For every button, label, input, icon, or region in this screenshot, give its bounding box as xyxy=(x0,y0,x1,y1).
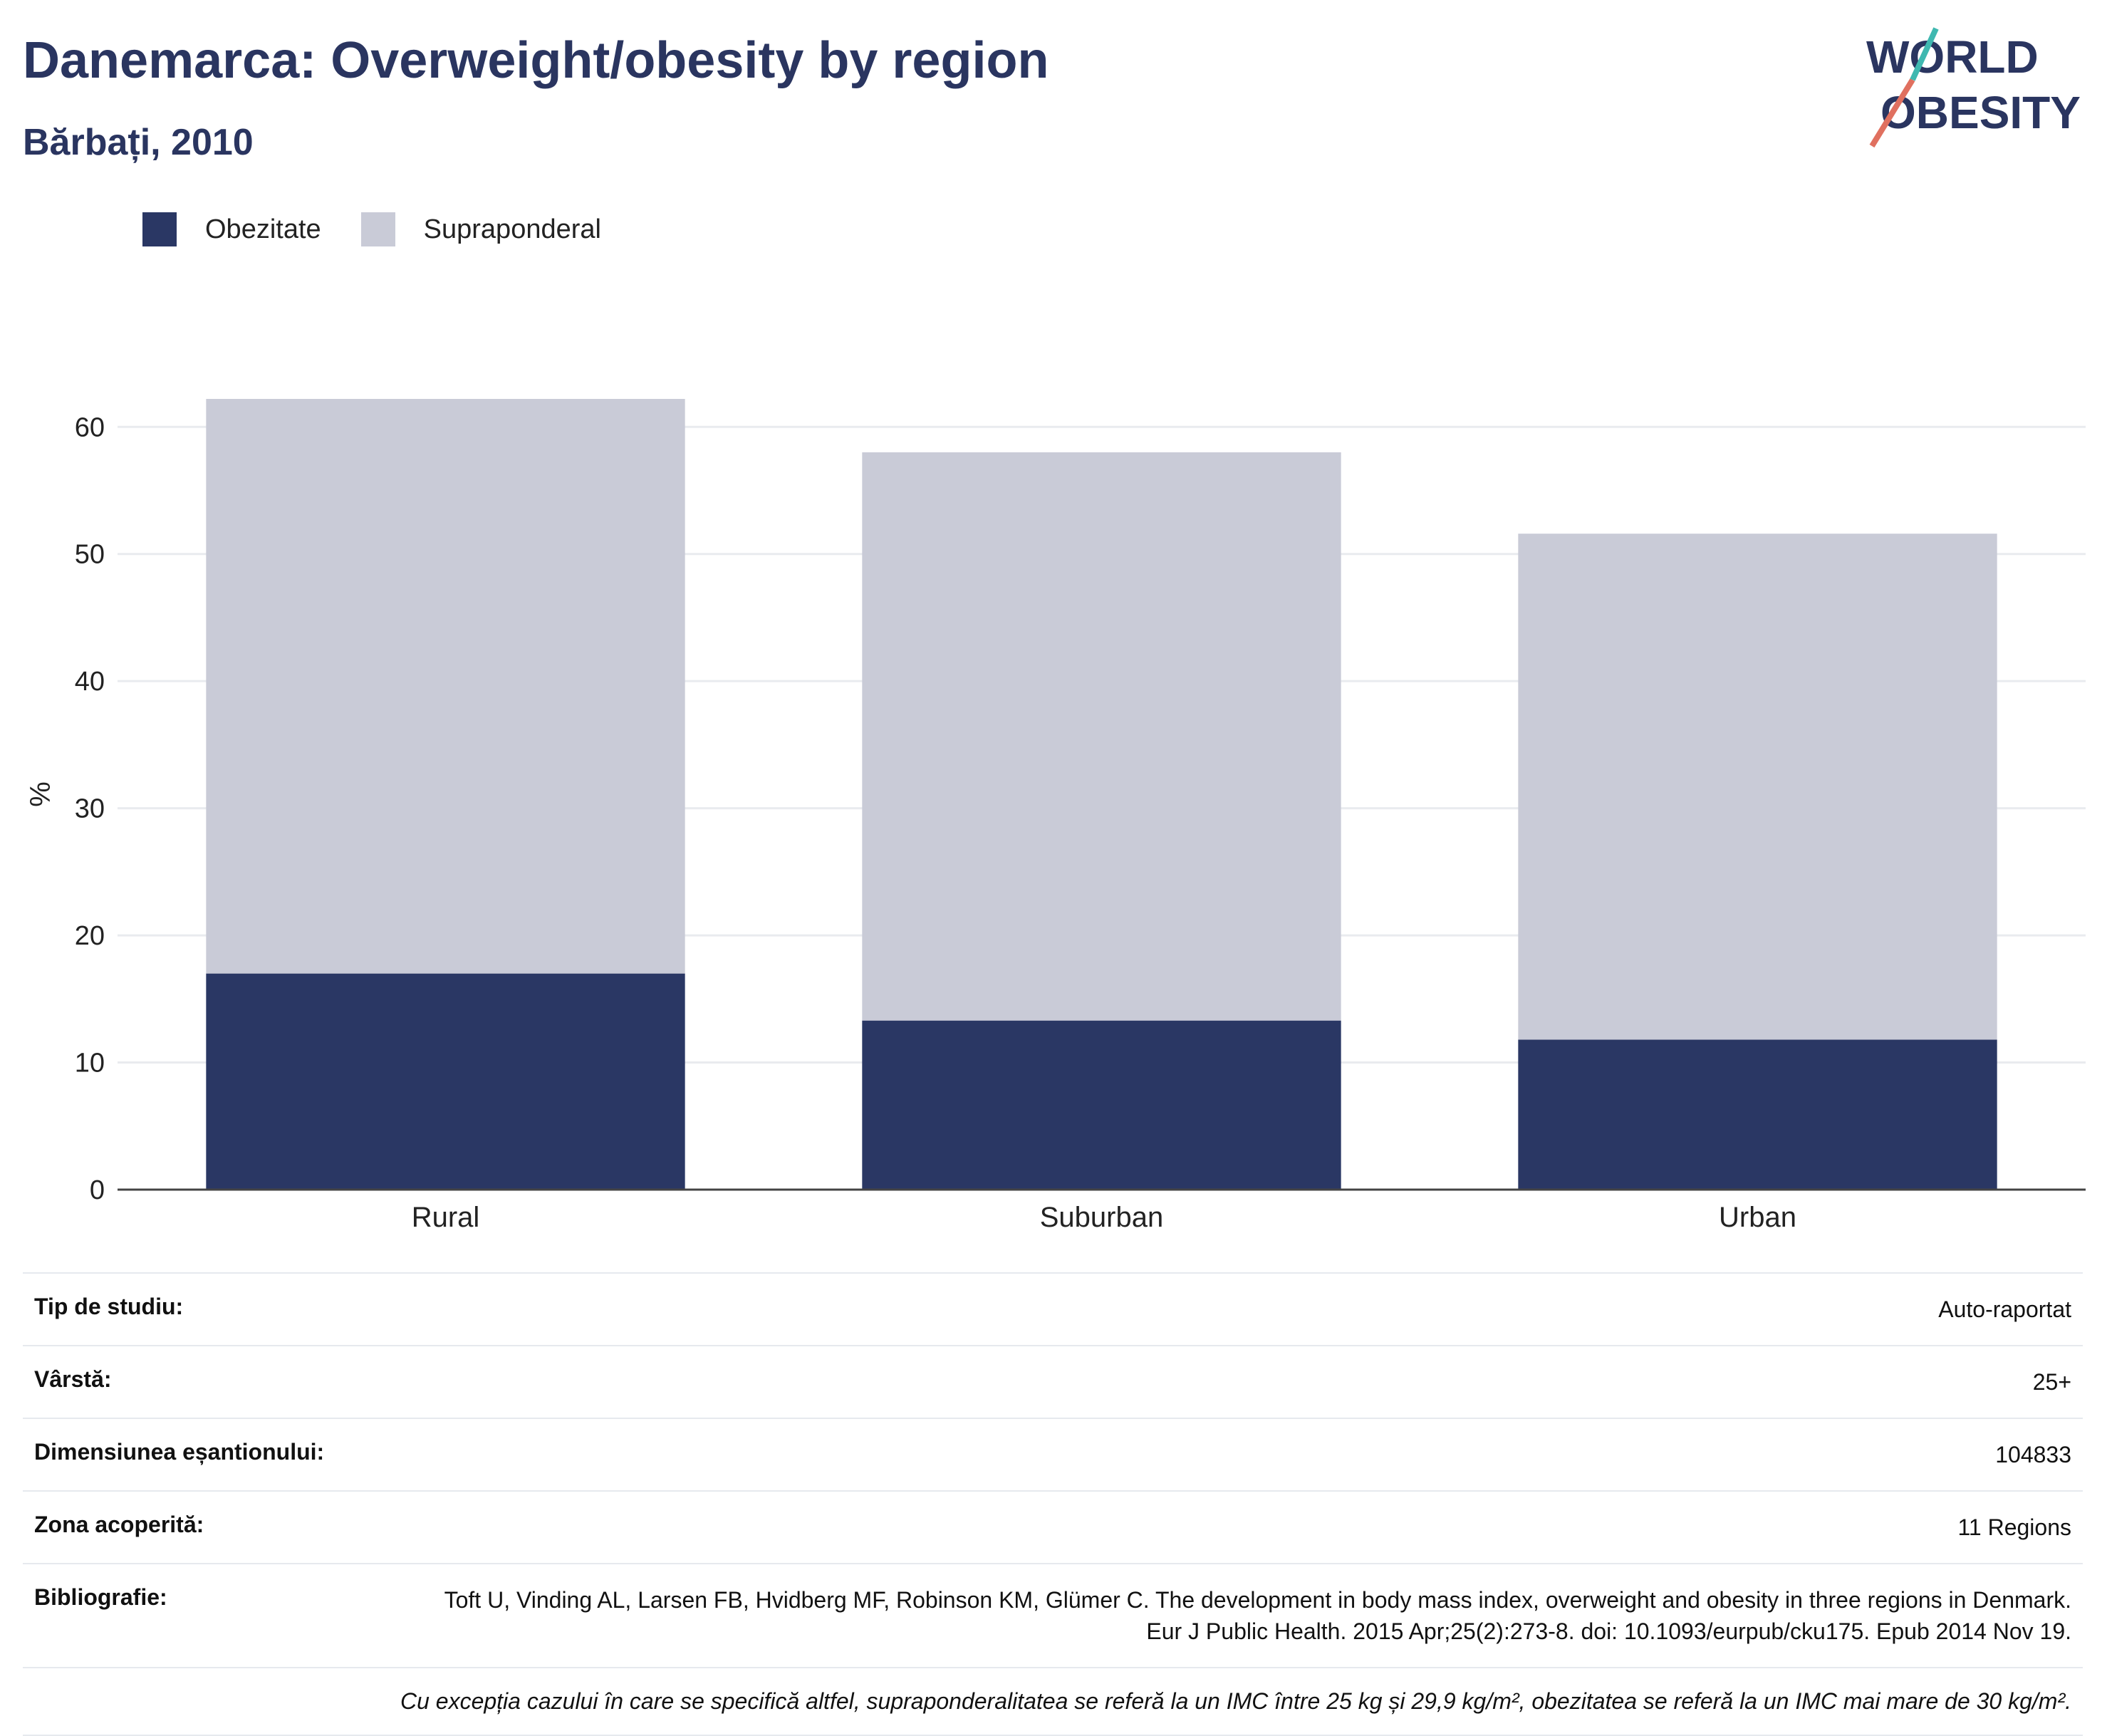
legend-swatch-obesity xyxy=(142,212,177,246)
bar-urban-obesity xyxy=(1518,1039,1997,1190)
y-tick-label-10: 10 xyxy=(75,1049,105,1078)
y-tick-label-0: 0 xyxy=(90,1175,105,1205)
info-key-age: Vârstă: xyxy=(34,1366,112,1392)
bar-urban-overweight xyxy=(1518,534,1997,1040)
info-value-age: 25+ xyxy=(2032,1369,2071,1395)
bar-rural-overweight xyxy=(206,399,685,974)
info-value-area: 11 Regions xyxy=(1957,1514,2071,1540)
legend-swatch-overweight xyxy=(360,212,395,246)
world-obesity-logo: WORLD OBESITY xyxy=(1866,27,2081,148)
info-row-sample-size: Dimensiunea eșantionului: 104833 xyxy=(23,1418,2083,1490)
info-key-area: Zona acoperită: xyxy=(34,1512,204,1537)
logo-slash-teal xyxy=(1910,27,1939,81)
page-subtitle: Bărbați, 2010 xyxy=(23,122,254,163)
y-axis-label: % xyxy=(25,781,56,807)
info-row-area: Zona acoperită: 11 Regions xyxy=(23,1490,2083,1563)
y-tick-label-30: 30 xyxy=(75,794,105,824)
info-row-study-type: Tip de studiu: Auto-raportat xyxy=(23,1272,2083,1345)
legend-item-overweight[interactable]: Supraponderal xyxy=(360,212,601,246)
info-key-bibliography: Bibliografie: xyxy=(34,1584,167,1610)
bar-rural-obesity xyxy=(206,973,685,1190)
y-tick-label-50: 50 xyxy=(75,540,105,570)
bar-suburban-obesity xyxy=(862,1020,1341,1190)
info-value-bibliography: Toft U, Vinding AL, Larsen FB, Hvidberg … xyxy=(444,1587,2071,1644)
stacked-bar-chart: 0 10 20 30 40 50 60% Rural Suburban Urban xyxy=(25,399,2086,1233)
bar-suburban-overweight xyxy=(862,452,1341,1021)
y-tick-label-60: 60 xyxy=(75,412,105,442)
info-value-sample-size: 104833 xyxy=(1995,1442,2071,1467)
info-row-bibliography: Bibliografie: Toft U, Vinding AL, Larsen… xyxy=(23,1563,2083,1667)
x-tick-label-rural: Rural xyxy=(412,1202,480,1233)
definition-note: Cu excepția cazului în care se specifică… xyxy=(23,1667,2083,1736)
study-info-table: Tip de studiu: Auto-raportat Vârstă: 25+… xyxy=(23,1272,2083,1736)
x-tick-label-suburban: Suburban xyxy=(1040,1202,1163,1233)
info-key-study-type: Tip de studiu: xyxy=(34,1294,184,1319)
legend-item-obesity[interactable]: Obezitate xyxy=(142,212,321,246)
chart-legend: Obezitate Supraponderal xyxy=(142,212,641,246)
page-title: Danemarca: Overweight/obesity by region xyxy=(23,32,1049,89)
x-tick-label-urban: Urban xyxy=(1719,1202,1796,1233)
info-key-sample-size: Dimensiunea eșantionului: xyxy=(34,1439,325,1465)
legend-label-obesity: Obezitate xyxy=(205,214,321,244)
logo-line-2: OBESITY xyxy=(1880,87,2081,138)
y-tick-label-20: 20 xyxy=(75,921,105,951)
logo-line-1: WORLD xyxy=(1866,31,2039,83)
legend-label-overweight: Supraponderal xyxy=(423,214,601,244)
logo-slash-red xyxy=(1869,78,1915,148)
y-tick-label-40: 40 xyxy=(75,667,105,697)
info-row-age: Vârstă: 25+ xyxy=(23,1345,2083,1418)
info-value-study-type: Auto-raportat xyxy=(1938,1296,2071,1322)
